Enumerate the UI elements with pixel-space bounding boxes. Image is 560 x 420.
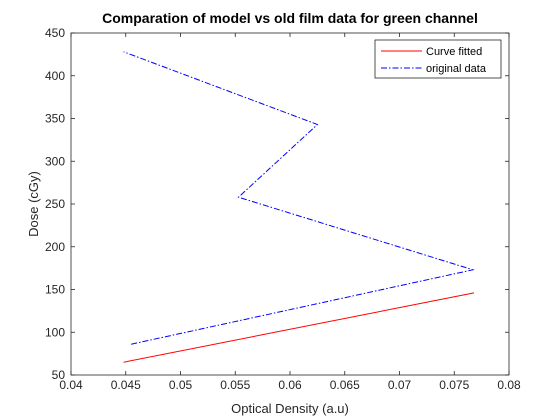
y-tick-label: 450 [45, 26, 65, 40]
series-line-curve-fitted [123, 292, 475, 363]
y-tick-label: 300 [45, 154, 65, 168]
y-tick-label: 350 [45, 112, 65, 126]
legend-label-curve-fitted: Curve fitted [426, 46, 482, 58]
x-tick-label: 0.06 [278, 378, 302, 392]
y-axis-label: Dose (cGy) [26, 171, 41, 237]
x-tick-label: 0.08 [497, 378, 521, 392]
legend: Curve fitted original data [374, 39, 502, 79]
x-tick-label: 0.07 [388, 378, 412, 392]
legend-label-original-data: original data [426, 63, 487, 75]
x-axis-label: Optical Density (a.u) [231, 401, 349, 416]
series-line-original-data [123, 51, 475, 345]
y-tick-label: 100 [45, 325, 65, 339]
y-tick-label: 150 [45, 283, 65, 297]
x-tick-label: 0.05 [169, 378, 193, 392]
x-tick-label: 0.04 [59, 378, 83, 392]
plot-area [70, 32, 510, 376]
y-tick-label: 400 [45, 69, 65, 83]
y-tick-label: 200 [45, 240, 65, 254]
y-tick-label: 250 [45, 197, 65, 211]
x-tick-label: 0.045 [111, 378, 141, 392]
chart-title: Comparation of model vs old film data fo… [102, 10, 478, 26]
x-tick-label: 0.075 [439, 378, 469, 392]
y-tick-label: 50 [52, 368, 66, 382]
x-tick-label: 0.055 [220, 378, 250, 392]
x-tick-label: 0.065 [330, 378, 360, 392]
legend-box [374, 39, 502, 79]
